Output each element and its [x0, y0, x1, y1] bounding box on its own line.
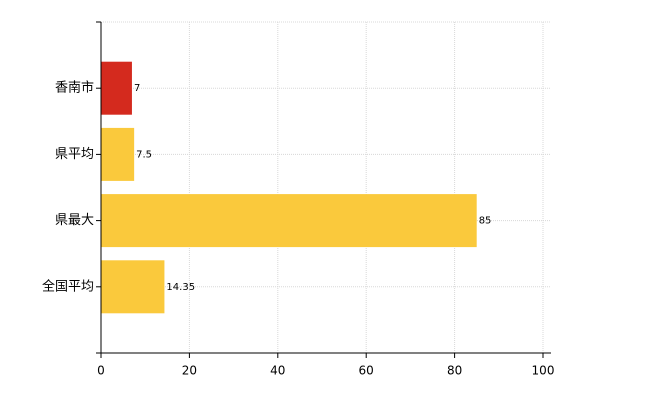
y-tick-label: 全国平均 [42, 278, 94, 294]
y-tick-label: 県平均 [55, 147, 94, 162]
value-label: 85 [479, 216, 492, 227]
x-tick-label: 100 [532, 364, 555, 378]
bar [101, 194, 477, 248]
x-tick-label: 40 [270, 364, 285, 378]
x-tick-label: 80 [447, 364, 462, 378]
bar [101, 127, 135, 181]
value-label: 7 [134, 83, 140, 94]
bar [101, 260, 165, 314]
value-label: 7.5 [136, 149, 152, 160]
bar [101, 61, 132, 115]
x-tick-label: 20 [182, 364, 197, 378]
y-tick-label: 香南市 [55, 80, 94, 96]
x-tick-label: 0 [97, 364, 105, 378]
y-tick-label: 県最大 [55, 213, 94, 228]
value-label: 14.35 [166, 282, 195, 293]
x-tick-label: 60 [359, 364, 374, 378]
